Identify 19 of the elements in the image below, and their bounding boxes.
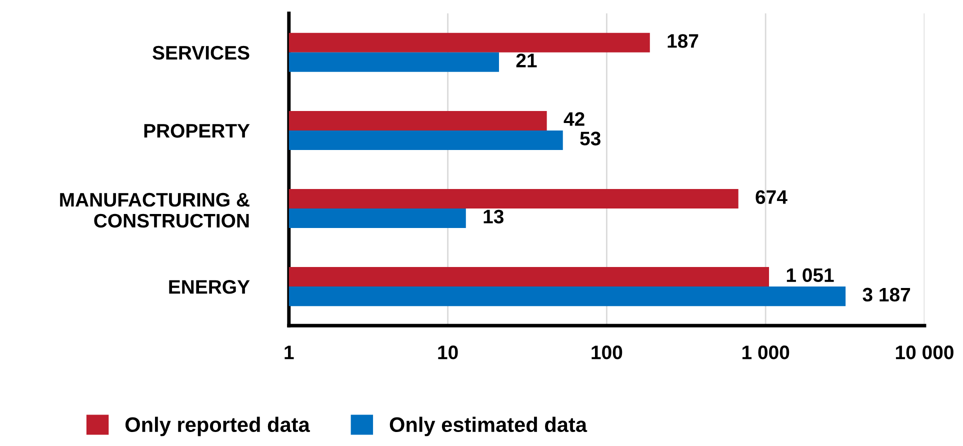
x-tick-label: 10 (438, 346, 458, 360)
x-tick-label: 1 000 (742, 346, 790, 360)
y-tick-label: SERVICES (152, 46, 250, 60)
data-label: 1 051 (786, 268, 834, 282)
data-label: 3 187 (862, 288, 910, 302)
y-tick-label: ENERGY (169, 280, 250, 294)
legend-label: Only estimated data (390, 416, 588, 436)
data-label: 13 (484, 210, 504, 224)
data-label: 187 (668, 34, 698, 48)
y-tick-label: PROPERTY (144, 124, 250, 138)
data-label: 674 (756, 190, 788, 204)
x-tick-label: 1 (284, 346, 294, 360)
legend-label: Only reported data (125, 416, 310, 436)
y-tick-label: MANUFACTURING & CONSTRUCTION (60, 192, 250, 228)
data-label: 53 (580, 132, 600, 146)
data-label: 21 (516, 54, 537, 68)
data-label: 42 (564, 112, 584, 126)
x-tick-label: 100 (592, 346, 622, 360)
x-tick-label: 10 000 (896, 346, 954, 360)
